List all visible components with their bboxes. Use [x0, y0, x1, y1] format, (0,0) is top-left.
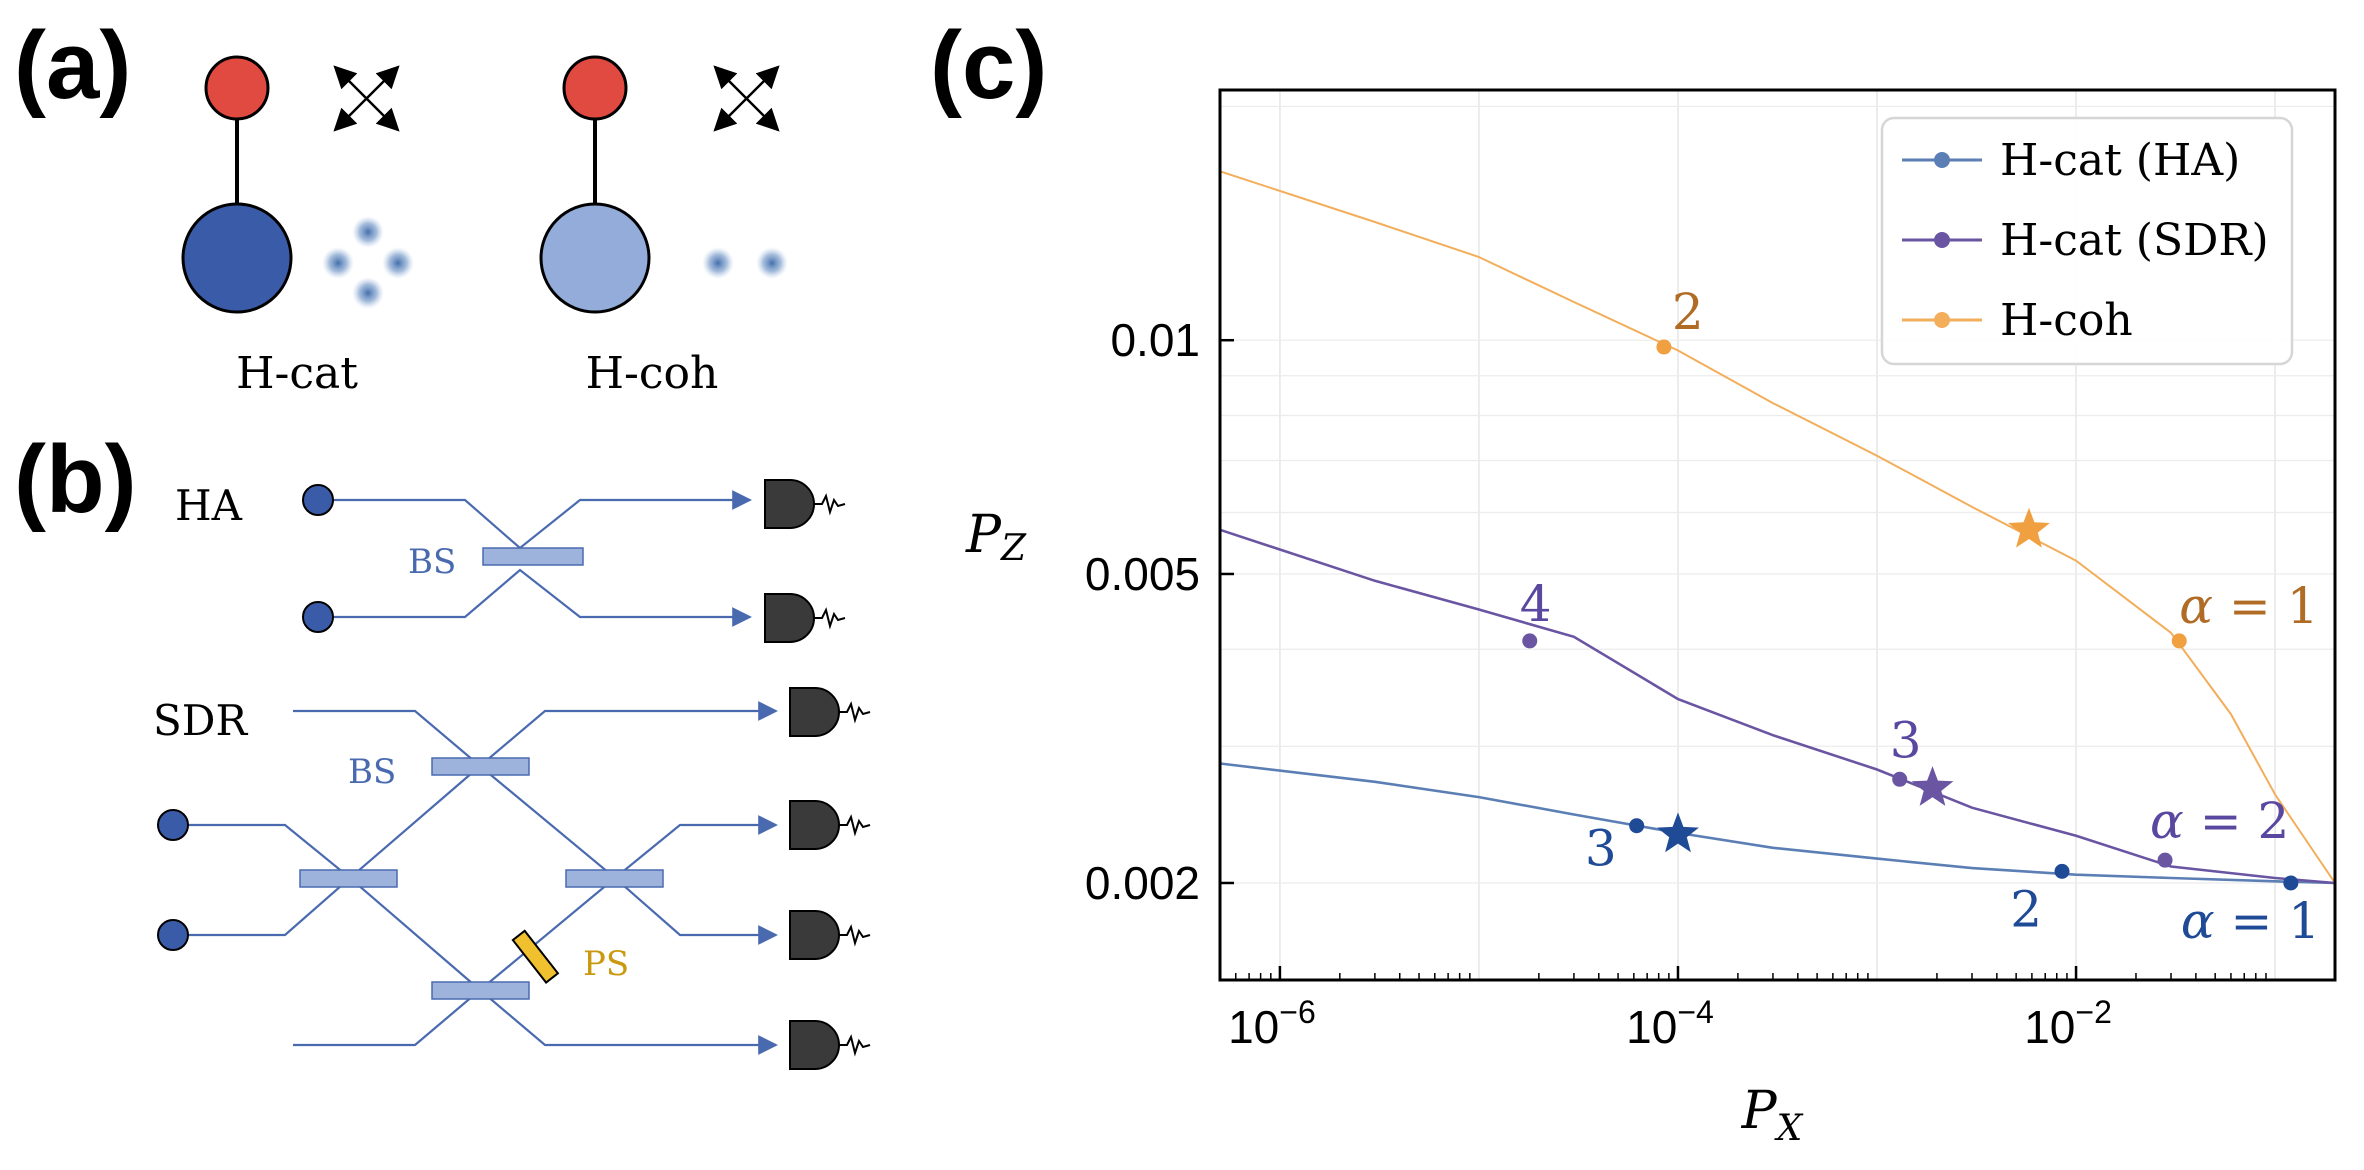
detector-icon: [764, 479, 846, 529]
cross-arrows-icon: [333, 65, 400, 132]
chart-ticks: 10−6 10−4 10−2 0.01 0.005 0.002: [1085, 314, 2336, 1053]
ha-label: HA: [175, 481, 243, 530]
data-point: [1656, 339, 1672, 355]
y-tick-label: 0.002: [1085, 857, 1200, 909]
detector-icon: [789, 687, 871, 737]
series-line: [1220, 170, 2335, 884]
ha-bs-label: BS: [408, 542, 456, 582]
x-tick-label: 10−2: [2024, 994, 2112, 1053]
chart-grid: [1220, 90, 2335, 980]
legend-marker: [1934, 312, 1950, 328]
chart-marks: 3 2 α = 1 4 3 α = 2 2 α = 1: [1520, 283, 2320, 950]
hcat-label: H-cat: [236, 348, 358, 399]
sdr-label: SDR: [153, 696, 248, 745]
data-point: [1522, 633, 1538, 649]
legend-box: [1880, 116, 2294, 366]
plot-frame: [1218, 88, 2337, 982]
legend-marker: [1934, 232, 1950, 248]
ha-beamsplitter: [482, 547, 584, 566]
data-label: 4: [1520, 575, 1552, 633]
hcoh-lightblue-node: [539, 202, 651, 314]
legend: H-cat (HA) H-cat (SDR) H-coh: [1880, 116, 2294, 366]
detector-icon: [789, 800, 871, 850]
optimal-star-marker: [1657, 812, 1699, 853]
cross-arrows-icon: [713, 65, 780, 132]
legend-label: H-cat (HA): [2000, 135, 2240, 186]
hcat-red-node: [204, 55, 270, 121]
sdr-source-bottom: [157, 919, 189, 951]
panel-b-label: (b): [14, 426, 137, 533]
data-label: α = 1: [2179, 577, 2318, 635]
data-label: 2: [2010, 880, 2042, 938]
x-axis-label: PX: [1741, 1081, 1804, 1149]
data-label: α = 1: [2181, 892, 2320, 950]
panel-c-label: (c): [930, 12, 1047, 119]
hcat-qubit-diagram: [181, 55, 293, 314]
hcat-four-lobe-wigner: [322, 216, 414, 309]
y-tick-label: 0.01: [1110, 314, 1200, 366]
phase-shifter: [511, 929, 560, 984]
legend-label: H-cat (SDR): [2000, 215, 2269, 266]
detector-icon: [789, 1020, 871, 1070]
x-tick-label: 10−6: [1228, 994, 1316, 1053]
legend-marker: [1934, 152, 1950, 168]
data-point: [2283, 875, 2299, 891]
data-label: 3: [1585, 820, 1617, 878]
data-point: [2054, 863, 2070, 879]
data-point: [2157, 852, 2173, 868]
y-axis-label: PZ: [965, 505, 1027, 569]
data-point: [1892, 771, 1908, 787]
detector-icon: [789, 910, 871, 960]
detector-icon: [764, 593, 846, 643]
sdr-beamsplitter-bottom: [431, 981, 530, 1000]
sdr-beamsplitter-right: [565, 869, 664, 888]
sdr-beamsplitter-top: [431, 757, 530, 776]
hcat-blue-node: [181, 202, 293, 314]
ha-source-top: [302, 484, 334, 516]
data-point: [1629, 818, 1645, 834]
chart-panel-c: 3 2 α = 1 4 3 α = 2 2 α = 1 10−6 10−4 10−2 0.01 0.0…: [965, 88, 2337, 1149]
x-tick-label: 10−4: [1626, 994, 1714, 1053]
sdr-beamsplitter-left: [299, 869, 398, 888]
data-label: 3: [1890, 711, 1922, 769]
optimal-star-marker: [2008, 507, 2050, 548]
chart-curves: [1220, 170, 2335, 885]
series-line: [1220, 762, 2335, 885]
hcoh-two-lobe-wigner: [702, 247, 788, 279]
hcoh-red-node: [562, 55, 628, 121]
sdr-source-top: [157, 809, 189, 841]
hcoh-qubit-diagram: [539, 55, 651, 314]
ha-source-bottom: [302, 601, 334, 633]
series-line: [1220, 528, 2335, 885]
hcoh-label: H-coh: [586, 348, 719, 399]
sdr-bs-label: BS: [348, 752, 396, 792]
optimal-star-marker: [1911, 766, 1954, 806]
data-point: [2171, 633, 2187, 649]
y-tick-label: 0.005: [1085, 548, 1200, 600]
data-label: 2: [1672, 283, 1704, 341]
panel-a-label: (a): [14, 12, 131, 119]
legend-label: H-coh: [2000, 295, 2133, 346]
data-label: α = 2: [2150, 792, 2289, 850]
ps-label: PS: [583, 944, 629, 984]
